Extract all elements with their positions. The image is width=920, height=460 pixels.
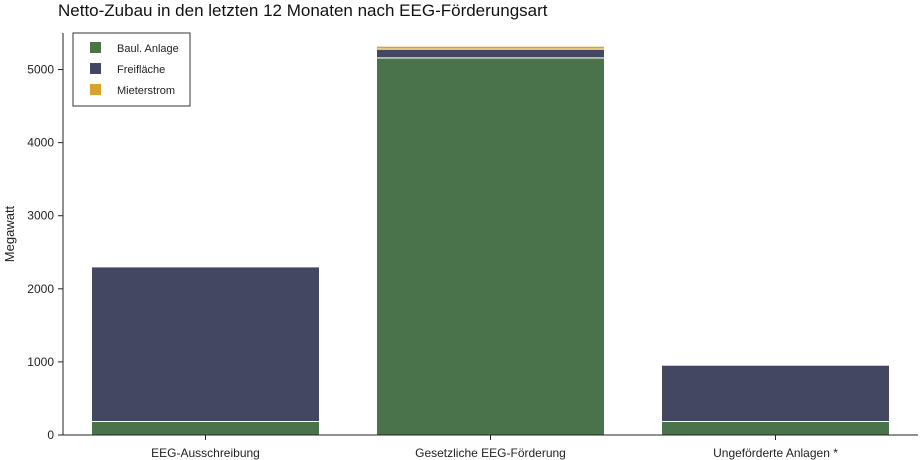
bar-segment-0-0 (91, 421, 320, 436)
bar-segment-2-1 (376, 45, 605, 50)
bar-segment-0-2 (661, 421, 890, 436)
legend-swatch-0 (90, 42, 101, 53)
y-tick-label-3: 3000 (27, 209, 54, 223)
legend-swatch-2 (90, 84, 101, 95)
x-tick-label-2: Ungeförderte Anlagen * (713, 446, 838, 460)
x-axis: EEG-Ausschreibung Gesetzliche EEG-Förderu… (63, 434, 918, 460)
plot-area (91, 45, 890, 436)
y-tick-label-5: 5000 (27, 63, 54, 77)
y-tick-label-2: 2000 (27, 282, 54, 296)
chart-title: Netto-Zubau in den letzten 12 Monaten na… (58, 1, 548, 20)
y-tick-label-0: 0 (47, 428, 54, 442)
legend-label-0: Baul. Anlage (117, 43, 179, 55)
bar-segment-1-1 (376, 48, 605, 59)
legend: Baul. Anlage Freifläche Mieterstrom (72, 32, 191, 107)
bar-segment-0-1 (376, 57, 605, 436)
legend-label-1: Freifläche (117, 64, 165, 76)
bar-segment-1-0 (91, 266, 320, 422)
legend-swatch-1 (90, 63, 101, 74)
x-tick-label-0: EEG-Ausschreibung (151, 446, 260, 460)
y-tick-label-4: 4000 (27, 136, 54, 150)
bar-segment-1-2 (661, 364, 890, 423)
y-axis-title: Megawatt (2, 205, 17, 262)
x-tick-label-1: Gesetzliche EEG-Förderung (415, 446, 566, 460)
y-tick-label-1: 1000 (27, 355, 54, 369)
y-axis: 0 1000 2000 3000 4000 5000 (27, 33, 64, 442)
legend-label-2: Mieterstrom (117, 85, 175, 97)
